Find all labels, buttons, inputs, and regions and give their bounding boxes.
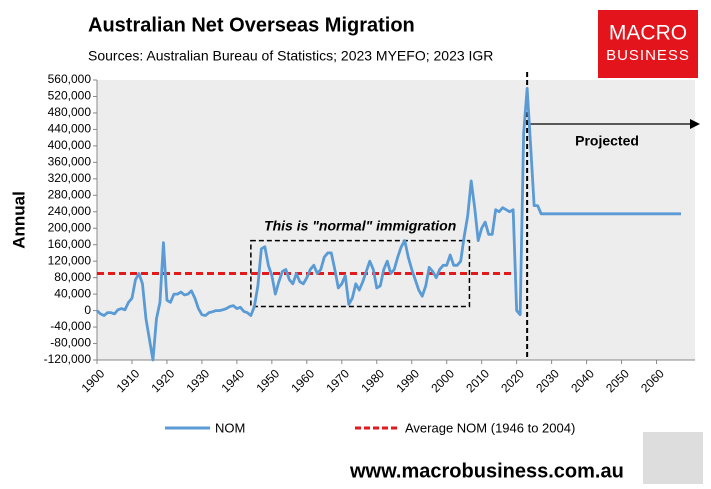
x-tick-label: 2020 xyxy=(498,366,527,395)
plot-area xyxy=(97,80,695,360)
x-tick-label: 1970 xyxy=(323,366,352,395)
y-tick-label: -80,000 xyxy=(50,336,91,350)
x-tick-label: 1990 xyxy=(393,366,422,395)
wolf-icon xyxy=(643,432,703,484)
series-line xyxy=(96,86,682,362)
y-tick-label: 120,000 xyxy=(48,253,92,267)
x-tick-label: 2010 xyxy=(463,366,492,395)
x-tick-label: 2040 xyxy=(568,366,597,395)
annotation-text: Projected xyxy=(575,133,639,149)
x-tick-label: 1920 xyxy=(149,366,178,395)
y-tick-label: 0 xyxy=(84,303,91,317)
x-tick-label: 1980 xyxy=(358,366,387,395)
y-tick-label: 520,000 xyxy=(48,89,92,103)
chart-subtitle: Sources: Australian Bureau of Statistics… xyxy=(88,48,493,64)
x-tick-label: 2060 xyxy=(638,366,667,395)
y-axis-label: Annual xyxy=(9,191,28,249)
logo-text: MACRO xyxy=(609,22,687,45)
y-tick-label: 160,000 xyxy=(48,237,92,251)
y-tick-label: 200,000 xyxy=(48,220,92,234)
logo-text: BUSINESS xyxy=(606,47,690,64)
x-tick-label: 2000 xyxy=(428,366,457,395)
y-tick-label: 480,000 xyxy=(48,105,92,119)
annotation-text: This is "normal" immigration xyxy=(264,217,456,233)
y-tick-label: 240,000 xyxy=(48,204,92,218)
y-tick-label: -40,000 xyxy=(50,319,91,333)
y-tick-label: 400,000 xyxy=(48,138,92,152)
footer: www.macrobusiness.com.au xyxy=(349,460,624,482)
x-tick-label: 2050 xyxy=(603,366,632,395)
y-tick-label: 80,000 xyxy=(54,270,91,284)
x-tick-label: 1940 xyxy=(218,366,247,395)
y-tick-label: 40,000 xyxy=(54,286,91,300)
logo xyxy=(598,10,698,78)
legend-label: NOM xyxy=(215,420,245,435)
y-tick-label: 320,000 xyxy=(48,171,92,185)
y-tick-label: -120,000 xyxy=(44,352,92,366)
x-tick-label: 1950 xyxy=(253,366,282,395)
y-tick-label: 360,000 xyxy=(48,155,92,169)
chart-title: Australian Net Overseas Migration xyxy=(88,14,415,36)
annotation-box xyxy=(250,239,471,308)
x-tick-label: 1930 xyxy=(183,366,212,395)
y-tick-label: 280,000 xyxy=(48,187,92,201)
y-tick-label: 560,000 xyxy=(48,72,92,86)
arrow-head xyxy=(690,119,700,129)
x-tick-label: 1960 xyxy=(288,366,317,395)
x-tick-label: 2030 xyxy=(533,366,562,395)
x-tick-label: 1910 xyxy=(114,366,143,395)
legend-label: Average NOM (1946 to 2004) xyxy=(405,420,575,435)
x-tick-label: 1900 xyxy=(79,366,108,395)
y-tick-label: 440,000 xyxy=(48,122,92,136)
